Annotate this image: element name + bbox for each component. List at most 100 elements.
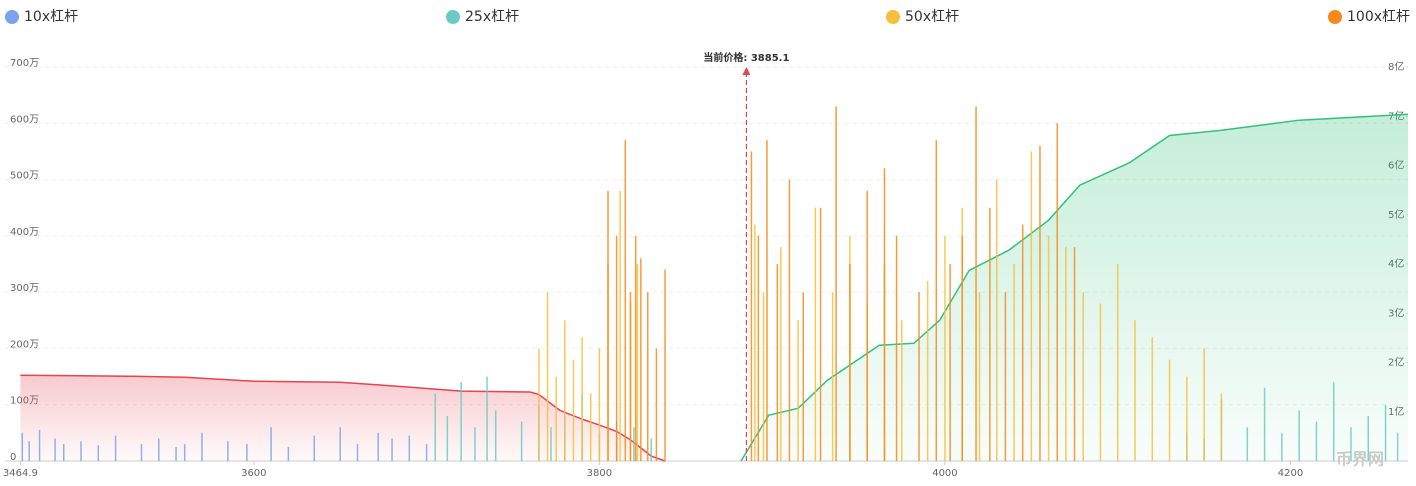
bar xyxy=(1263,387,1266,461)
bar xyxy=(780,247,782,461)
bar xyxy=(598,348,601,461)
bar xyxy=(944,235,946,461)
bar xyxy=(647,292,649,461)
bar xyxy=(961,235,963,461)
bar xyxy=(246,444,248,461)
bar xyxy=(446,415,449,461)
bar xyxy=(486,376,488,461)
bar xyxy=(38,430,41,461)
bar xyxy=(183,444,186,461)
bar xyxy=(949,264,951,461)
bar xyxy=(564,320,566,461)
bar xyxy=(866,190,868,462)
bar xyxy=(636,264,639,461)
bar xyxy=(750,151,753,461)
bar xyxy=(1099,303,1102,461)
bar xyxy=(776,264,779,461)
bar xyxy=(572,359,575,461)
y2-tick-label: 8亿 xyxy=(1388,60,1404,73)
bar xyxy=(819,207,822,461)
x-tick-label: 4200 xyxy=(1278,468,1303,479)
bar xyxy=(391,438,393,461)
bar xyxy=(1315,421,1318,461)
bar xyxy=(581,337,583,461)
bar xyxy=(550,427,552,461)
bar xyxy=(313,435,316,461)
bar xyxy=(766,140,768,461)
bar xyxy=(1013,264,1015,461)
x-tick-label: 4000 xyxy=(932,468,957,479)
bar xyxy=(802,292,805,461)
x-tick-label: 3800 xyxy=(587,468,612,479)
bar xyxy=(1298,410,1300,461)
bar xyxy=(28,441,30,461)
bar xyxy=(1116,264,1119,461)
bar xyxy=(21,432,24,461)
bar xyxy=(1367,415,1370,461)
bar xyxy=(926,280,929,461)
bar xyxy=(1030,151,1033,461)
bar xyxy=(408,435,411,461)
bar xyxy=(1186,376,1188,461)
cumulative-line xyxy=(20,374,666,462)
bar xyxy=(754,224,756,461)
bar xyxy=(377,432,379,461)
x-tick-label: 3600 xyxy=(241,468,266,479)
y-tick-label: 400万 xyxy=(10,227,39,238)
bar xyxy=(538,348,540,461)
bar xyxy=(140,444,143,461)
bar xyxy=(158,438,160,461)
bar xyxy=(1073,247,1076,461)
bar xyxy=(640,258,642,461)
bar xyxy=(555,376,557,461)
bar xyxy=(1056,123,1058,462)
y-tick-label: 200万 xyxy=(10,339,39,350)
bar xyxy=(664,269,666,461)
bar xyxy=(895,235,898,461)
bar xyxy=(520,421,523,461)
y-tick-label: 300万 xyxy=(10,283,39,294)
bar xyxy=(1039,145,1041,462)
bar xyxy=(831,292,834,461)
bar xyxy=(80,441,82,461)
bar xyxy=(1065,247,1067,461)
bar xyxy=(757,235,760,461)
legend-marker xyxy=(446,10,460,24)
legend-marker xyxy=(5,10,19,24)
bar xyxy=(460,382,462,461)
bar xyxy=(1047,235,1050,461)
bar xyxy=(1246,427,1249,461)
price-label: 当前价格: 3885.1 xyxy=(703,51,789,64)
bar xyxy=(1332,382,1335,461)
bar xyxy=(624,140,627,461)
bar xyxy=(918,292,920,461)
bar xyxy=(425,444,428,461)
bar xyxy=(650,438,652,461)
bar xyxy=(655,348,658,461)
bar xyxy=(356,444,359,461)
bar xyxy=(1004,292,1007,461)
bar xyxy=(1396,432,1399,461)
bar xyxy=(494,410,497,461)
bar xyxy=(1168,359,1171,461)
bar xyxy=(989,207,991,461)
price-arrow xyxy=(742,67,751,75)
bar xyxy=(797,320,799,461)
bar xyxy=(270,427,272,461)
cumulative-line xyxy=(740,113,1409,462)
bar xyxy=(1021,224,1024,461)
legend-label: 50x杠杆 xyxy=(905,9,959,25)
bar xyxy=(546,292,549,461)
bar xyxy=(634,235,637,461)
bar xyxy=(935,140,938,461)
bar xyxy=(996,179,998,462)
bar xyxy=(201,432,203,461)
legend-marker xyxy=(886,10,900,24)
bar xyxy=(900,320,903,461)
bar xyxy=(788,179,791,462)
bar xyxy=(633,427,635,461)
legend-label: 100x杠杆 xyxy=(1347,9,1410,25)
legend-label: 10x杠杆 xyxy=(24,9,78,25)
bar xyxy=(1203,348,1205,461)
